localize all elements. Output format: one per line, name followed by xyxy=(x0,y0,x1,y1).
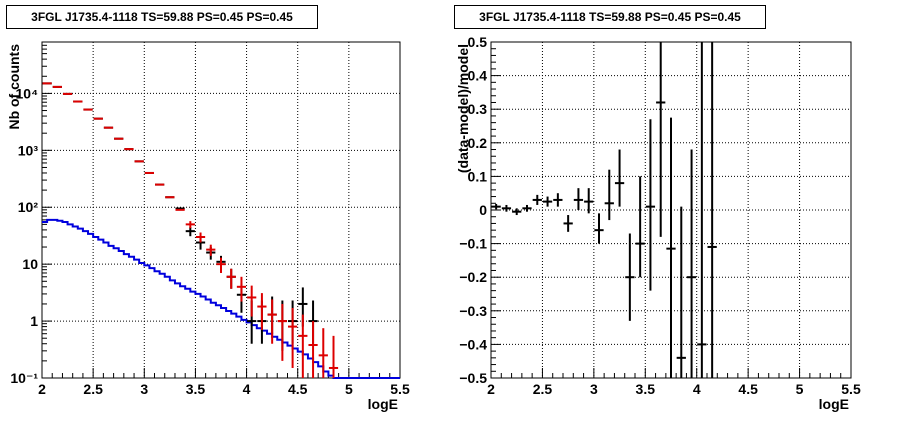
source-model-histogram xyxy=(42,218,400,379)
residuals-panel: 2 2.5 3 3.5 4 4.5 5 5.5 logE (data-model)/model −0… xyxy=(449,0,898,421)
residual-point xyxy=(594,213,604,244)
model-total-point xyxy=(247,285,257,317)
y-tick-label: 0.4 xyxy=(468,68,488,84)
residual-point xyxy=(532,194,542,205)
plot-frame xyxy=(41,41,401,379)
y-tick-label: 0.5 xyxy=(468,34,488,50)
model-total-point xyxy=(267,299,277,344)
x-tick-label: 5 xyxy=(345,381,353,397)
residual-point xyxy=(512,208,522,216)
x-tick-label: 4.5 xyxy=(288,381,308,397)
chart-title: 3FGL J1735.4-1118 TS=59.88 PS=0.45 PS=0.… xyxy=(6,5,318,29)
residual-point xyxy=(542,196,553,207)
model-total-point xyxy=(308,321,318,378)
residual-point xyxy=(656,42,666,237)
x-tick-label: 5.5 xyxy=(390,381,410,397)
chart-title: 3FGL J1735.4-1118 TS=59.88 PS=0.45 PS=0.… xyxy=(454,5,766,29)
model-total-point xyxy=(185,221,195,229)
y-tick-label: 0 xyxy=(479,202,487,218)
residual-point xyxy=(707,42,717,378)
y-tick-label: 10³ xyxy=(18,142,39,158)
residual-point xyxy=(573,188,584,210)
x-tick-label: 4 xyxy=(693,381,701,397)
y-tick-label: 10² xyxy=(18,199,39,215)
x-axis-title: logE xyxy=(368,396,398,412)
y-axis-title: (data-model)/model xyxy=(455,44,471,173)
residual-point xyxy=(625,233,635,321)
y-tick-label: 10⁻¹ xyxy=(10,370,38,386)
x-tick-label: 4 xyxy=(243,381,251,397)
y-tick-label: −0.1 xyxy=(459,236,487,252)
x-tick-label: 2 xyxy=(38,381,46,397)
y-tick-label: −0.5 xyxy=(459,370,487,386)
model-total-point xyxy=(216,257,226,273)
model-total-point xyxy=(318,328,328,378)
y-tick-label: 10⁴ xyxy=(16,85,39,101)
x-tick-label: 2.5 xyxy=(83,381,103,397)
residual-point xyxy=(501,204,512,212)
y-tick-label: 0.3 xyxy=(468,101,488,117)
model-total-point xyxy=(236,276,247,302)
y-tick-label: 0.1 xyxy=(468,168,488,184)
model-total-point xyxy=(226,268,236,289)
x-tick-label: 5.5 xyxy=(841,381,861,397)
y-tick-label: −0.4 xyxy=(459,336,487,352)
y-tick-label: 1 xyxy=(30,313,38,329)
x-tick-label: 5 xyxy=(796,381,804,397)
residual-point xyxy=(697,42,707,378)
model-total-point xyxy=(257,293,267,330)
y-tick-label: 0.2 xyxy=(468,135,488,151)
residual-point xyxy=(522,204,532,212)
residual-point xyxy=(676,206,686,378)
y-tick-label: −0.3 xyxy=(459,303,487,319)
x-tick-label: 3.5 xyxy=(186,381,206,397)
model-total-point xyxy=(206,244,216,256)
y-tick-label: 10 xyxy=(22,256,38,272)
residual-point xyxy=(553,193,563,207)
residual-point xyxy=(686,149,697,378)
model-total-point xyxy=(287,307,298,368)
model-total-point xyxy=(277,303,287,361)
residual-point xyxy=(563,215,573,232)
residual-point xyxy=(491,203,501,210)
residual-point xyxy=(614,149,625,207)
y-axis-title: Nb of counts xyxy=(6,44,22,130)
y-tick-label: −0.2 xyxy=(459,269,487,285)
x-tick-label: 4.5 xyxy=(738,381,758,397)
x-tick-label: 2.5 xyxy=(533,381,553,397)
x-tick-label: 3 xyxy=(590,381,598,397)
x-axis-title: logE xyxy=(819,396,849,412)
x-tick-label: 2 xyxy=(487,381,495,397)
data-point xyxy=(185,226,195,237)
residual-point xyxy=(635,176,645,278)
x-tick-label: 3 xyxy=(140,381,148,397)
spectrum-panel: 2 2.5 3 3.5 4 4.5 5 5.5 logE Nb of counts 10⁻¹ 1 10 1… xyxy=(6,5,410,412)
residual-point xyxy=(645,119,656,291)
residual-point xyxy=(604,169,614,221)
residual-point xyxy=(666,117,676,378)
x-tick-label: 3.5 xyxy=(636,381,656,397)
model-total-point xyxy=(298,314,308,378)
residual-point xyxy=(584,188,594,214)
model-total-point xyxy=(328,335,339,378)
model-total-point xyxy=(195,232,206,243)
